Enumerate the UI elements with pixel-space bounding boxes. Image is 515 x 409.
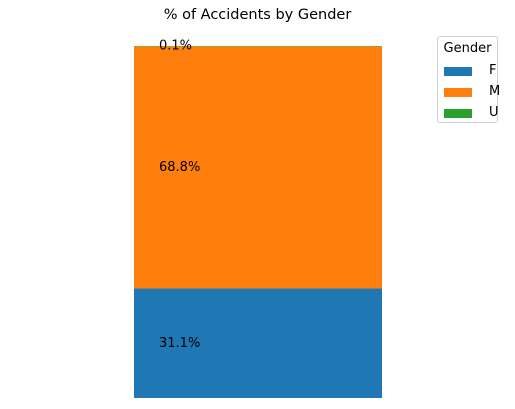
legend: Gender F M U (437, 36, 501, 123)
legend-swatch-f (444, 67, 472, 76)
legend-swatch-u (444, 109, 472, 118)
legend-label-f: F (489, 63, 497, 78)
bar-segment-m (134, 46, 382, 289)
legend-title: Gender (443, 41, 492, 56)
data-label-f: 31.1% (159, 336, 200, 351)
legend-swatch-m (444, 88, 472, 97)
legend-label-m: M (489, 84, 501, 99)
chart-title: % of Accidents by Gender (163, 7, 352, 23)
data-label-u: 0.1% (159, 39, 192, 54)
bar-segment-f (134, 288, 382, 398)
legend-label-u: U (489, 105, 499, 120)
data-label-m: 68.8% (159, 160, 200, 175)
